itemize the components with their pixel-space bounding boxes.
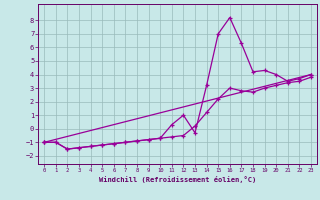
- X-axis label: Windchill (Refroidissement éolien,°C): Windchill (Refroidissement éolien,°C): [99, 176, 256, 183]
